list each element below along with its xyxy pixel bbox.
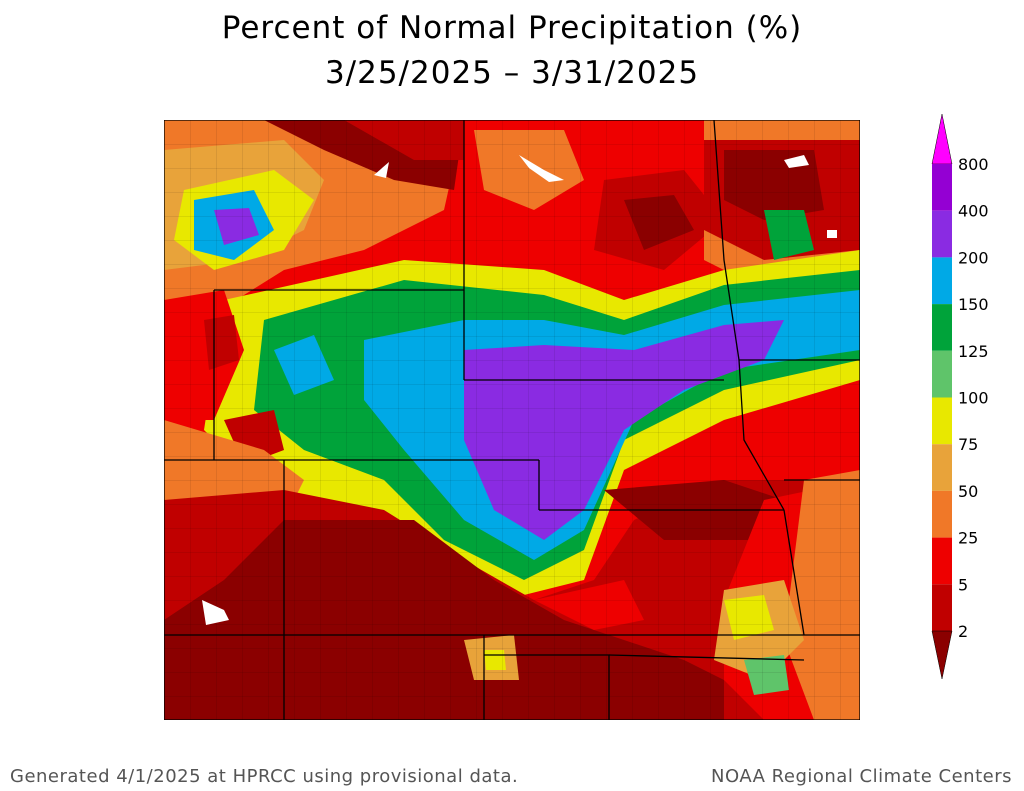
generated-note: Generated 4/1/2025 at HPRCC using provis…	[10, 766, 519, 787]
legend-label: 50	[958, 482, 978, 501]
state-boundaries	[164, 120, 860, 720]
legend-swatch	[932, 490, 952, 538]
legend-swatch	[932, 537, 952, 585]
legend-arrow-high	[931, 113, 953, 165]
legend-swatch	[932, 350, 952, 398]
legend-swatch	[932, 444, 952, 491]
legend-swatch	[932, 304, 952, 351]
legend-label: 75	[958, 435, 978, 454]
legend-arrow-low	[931, 630, 953, 680]
legend-swatch	[932, 210, 952, 258]
legend-swatch	[932, 164, 952, 211]
date-range-subtitle: 3/25/2025 – 3/31/2025	[324, 55, 700, 91]
water-bodies	[202, 155, 837, 625]
legend-label: 150	[958, 295, 989, 314]
legend-label: 200	[958, 248, 989, 267]
legend-label: 2	[958, 622, 968, 641]
legend-label: 5	[958, 575, 968, 594]
county-boundaries	[164, 120, 860, 720]
legend-swatch	[932, 397, 952, 445]
legend-label: 25	[958, 529, 978, 548]
source-credit: NOAA Regional Climate Centers	[711, 766, 1012, 787]
legend-label: 800	[958, 155, 989, 174]
legend-colorbar: 800 400 200 150 125 100 75 50 25 5 2	[931, 113, 989, 680]
map-title: Percent of Normal Precipitation (%)	[221, 10, 803, 46]
legend-swatch	[932, 257, 952, 305]
precipitation-map	[164, 120, 860, 720]
legend-label: 125	[958, 342, 989, 361]
legend-label: 400	[958, 202, 989, 221]
legend-swatch	[932, 584, 952, 631]
legend-label: 100	[958, 389, 989, 408]
